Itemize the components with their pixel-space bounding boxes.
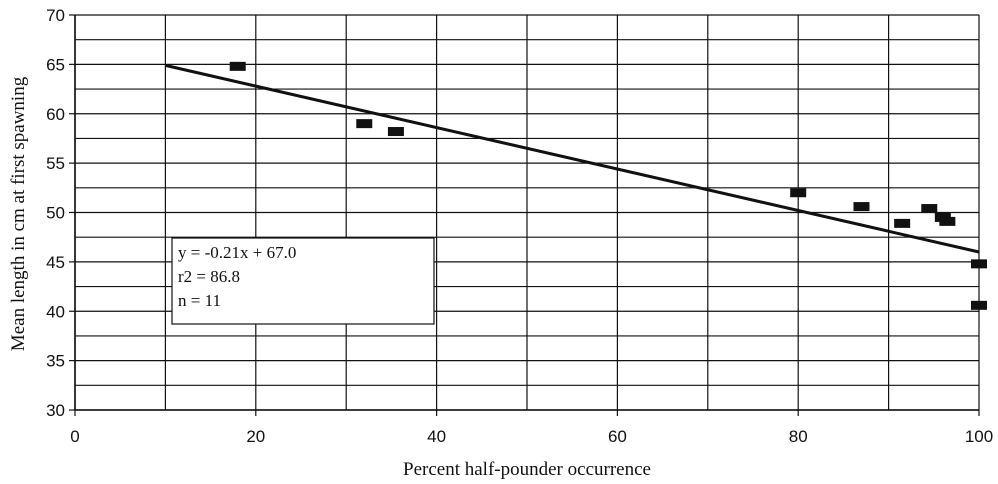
x-tick-label: 60 xyxy=(608,427,627,446)
y-tick-label: 40 xyxy=(46,302,65,321)
r2-line: r2 = 86.8 xyxy=(178,267,240,286)
x-tick-label: 0 xyxy=(70,427,79,446)
data-point xyxy=(971,300,987,310)
x-tick-label: 100 xyxy=(965,427,993,446)
equation-box-frame xyxy=(171,237,435,325)
trendline-layer xyxy=(165,63,980,254)
data-point xyxy=(921,204,938,214)
data-point xyxy=(229,61,246,71)
equation-line: y = -0.21x + 67.0 xyxy=(178,243,296,262)
y-tick-label: 55 xyxy=(46,154,65,173)
data-point xyxy=(939,216,956,226)
data-points xyxy=(229,61,987,310)
x-tick-labels: 0 20 40 60 80 100 xyxy=(70,427,993,446)
equation-box: y = -0.21x + 67.0 r2 = 86.8 n = 11 xyxy=(171,237,435,325)
trendline xyxy=(165,63,980,254)
y-tick-label: 65 xyxy=(46,55,65,74)
axes xyxy=(69,14,980,416)
y-tick-label: 45 xyxy=(46,253,65,272)
x-tick-label: 80 xyxy=(789,427,808,446)
y-tick-label: 60 xyxy=(46,105,65,124)
y-axis-title: Mean length in cm at first spawning xyxy=(8,76,29,351)
data-point xyxy=(790,188,807,198)
y-tick-label: 35 xyxy=(46,352,65,371)
data-point xyxy=(894,218,911,228)
n-line: n = 11 xyxy=(178,291,221,310)
y-tick-label: 50 xyxy=(46,204,65,223)
x-tick-label: 40 xyxy=(427,427,446,446)
data-point xyxy=(356,119,373,129)
x-tick-label: 20 xyxy=(246,427,265,446)
data-point xyxy=(853,202,870,212)
data-point xyxy=(387,127,404,137)
y-tick-label: 30 xyxy=(46,401,65,420)
x-axis-title: Percent half-pounder occurrence xyxy=(403,459,651,480)
y-tick-labels: 30 35 40 45 50 55 60 65 70 xyxy=(46,6,65,420)
data-point xyxy=(971,259,987,269)
y-tick-label: 70 xyxy=(46,6,65,25)
